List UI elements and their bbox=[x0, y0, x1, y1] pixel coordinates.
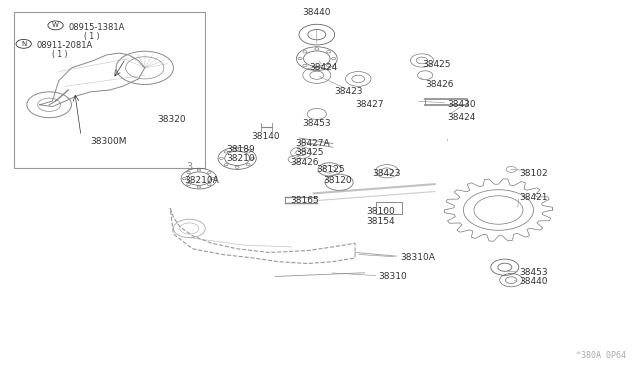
Text: W: W bbox=[52, 22, 59, 28]
Text: 38423: 38423 bbox=[372, 169, 401, 177]
Text: 38140: 38140 bbox=[252, 132, 280, 141]
Text: 38100: 38100 bbox=[366, 207, 395, 217]
Text: 38453: 38453 bbox=[303, 119, 331, 128]
Text: 38426: 38426 bbox=[425, 80, 454, 89]
Bar bbox=[376, 202, 401, 214]
Text: 38426: 38426 bbox=[291, 157, 319, 167]
Text: 38210: 38210 bbox=[226, 154, 255, 163]
Text: 08911-2081A: 08911-2081A bbox=[36, 41, 93, 50]
Text: 38189: 38189 bbox=[226, 145, 255, 154]
Text: 38320: 38320 bbox=[157, 115, 186, 124]
Text: ( 1 ): ( 1 ) bbox=[52, 51, 68, 60]
Text: ( 1 ): ( 1 ) bbox=[84, 32, 100, 41]
Text: 38427: 38427 bbox=[355, 100, 384, 109]
Text: 3: 3 bbox=[186, 162, 193, 172]
Text: 38154: 38154 bbox=[366, 217, 395, 225]
Text: 38165: 38165 bbox=[291, 196, 319, 205]
Text: 38120: 38120 bbox=[323, 176, 351, 185]
Text: 38427A: 38427A bbox=[295, 139, 330, 148]
Text: 08915-1381A: 08915-1381A bbox=[68, 23, 125, 32]
Text: 38300M: 38300M bbox=[91, 137, 127, 146]
Text: 38425: 38425 bbox=[422, 60, 451, 69]
Text: 38425: 38425 bbox=[295, 148, 323, 157]
Text: 38310: 38310 bbox=[379, 272, 408, 281]
Text: 38430: 38430 bbox=[447, 100, 476, 109]
Text: 38424: 38424 bbox=[309, 63, 337, 72]
Text: 38421: 38421 bbox=[519, 193, 547, 202]
Text: ^380A 0P64: ^380A 0P64 bbox=[576, 350, 626, 359]
Text: 38310A: 38310A bbox=[400, 253, 435, 263]
Text: 38440: 38440 bbox=[519, 278, 547, 286]
Text: 38102: 38102 bbox=[519, 169, 547, 177]
Text: 38453: 38453 bbox=[519, 268, 547, 277]
Text: 38440: 38440 bbox=[303, 8, 331, 17]
Bar bbox=[14, 13, 205, 167]
Text: 38125: 38125 bbox=[316, 165, 344, 174]
Text: 38210A: 38210A bbox=[185, 176, 220, 185]
Text: N: N bbox=[21, 41, 26, 47]
Text: 38423: 38423 bbox=[335, 87, 363, 96]
Text: 38424: 38424 bbox=[447, 113, 476, 122]
